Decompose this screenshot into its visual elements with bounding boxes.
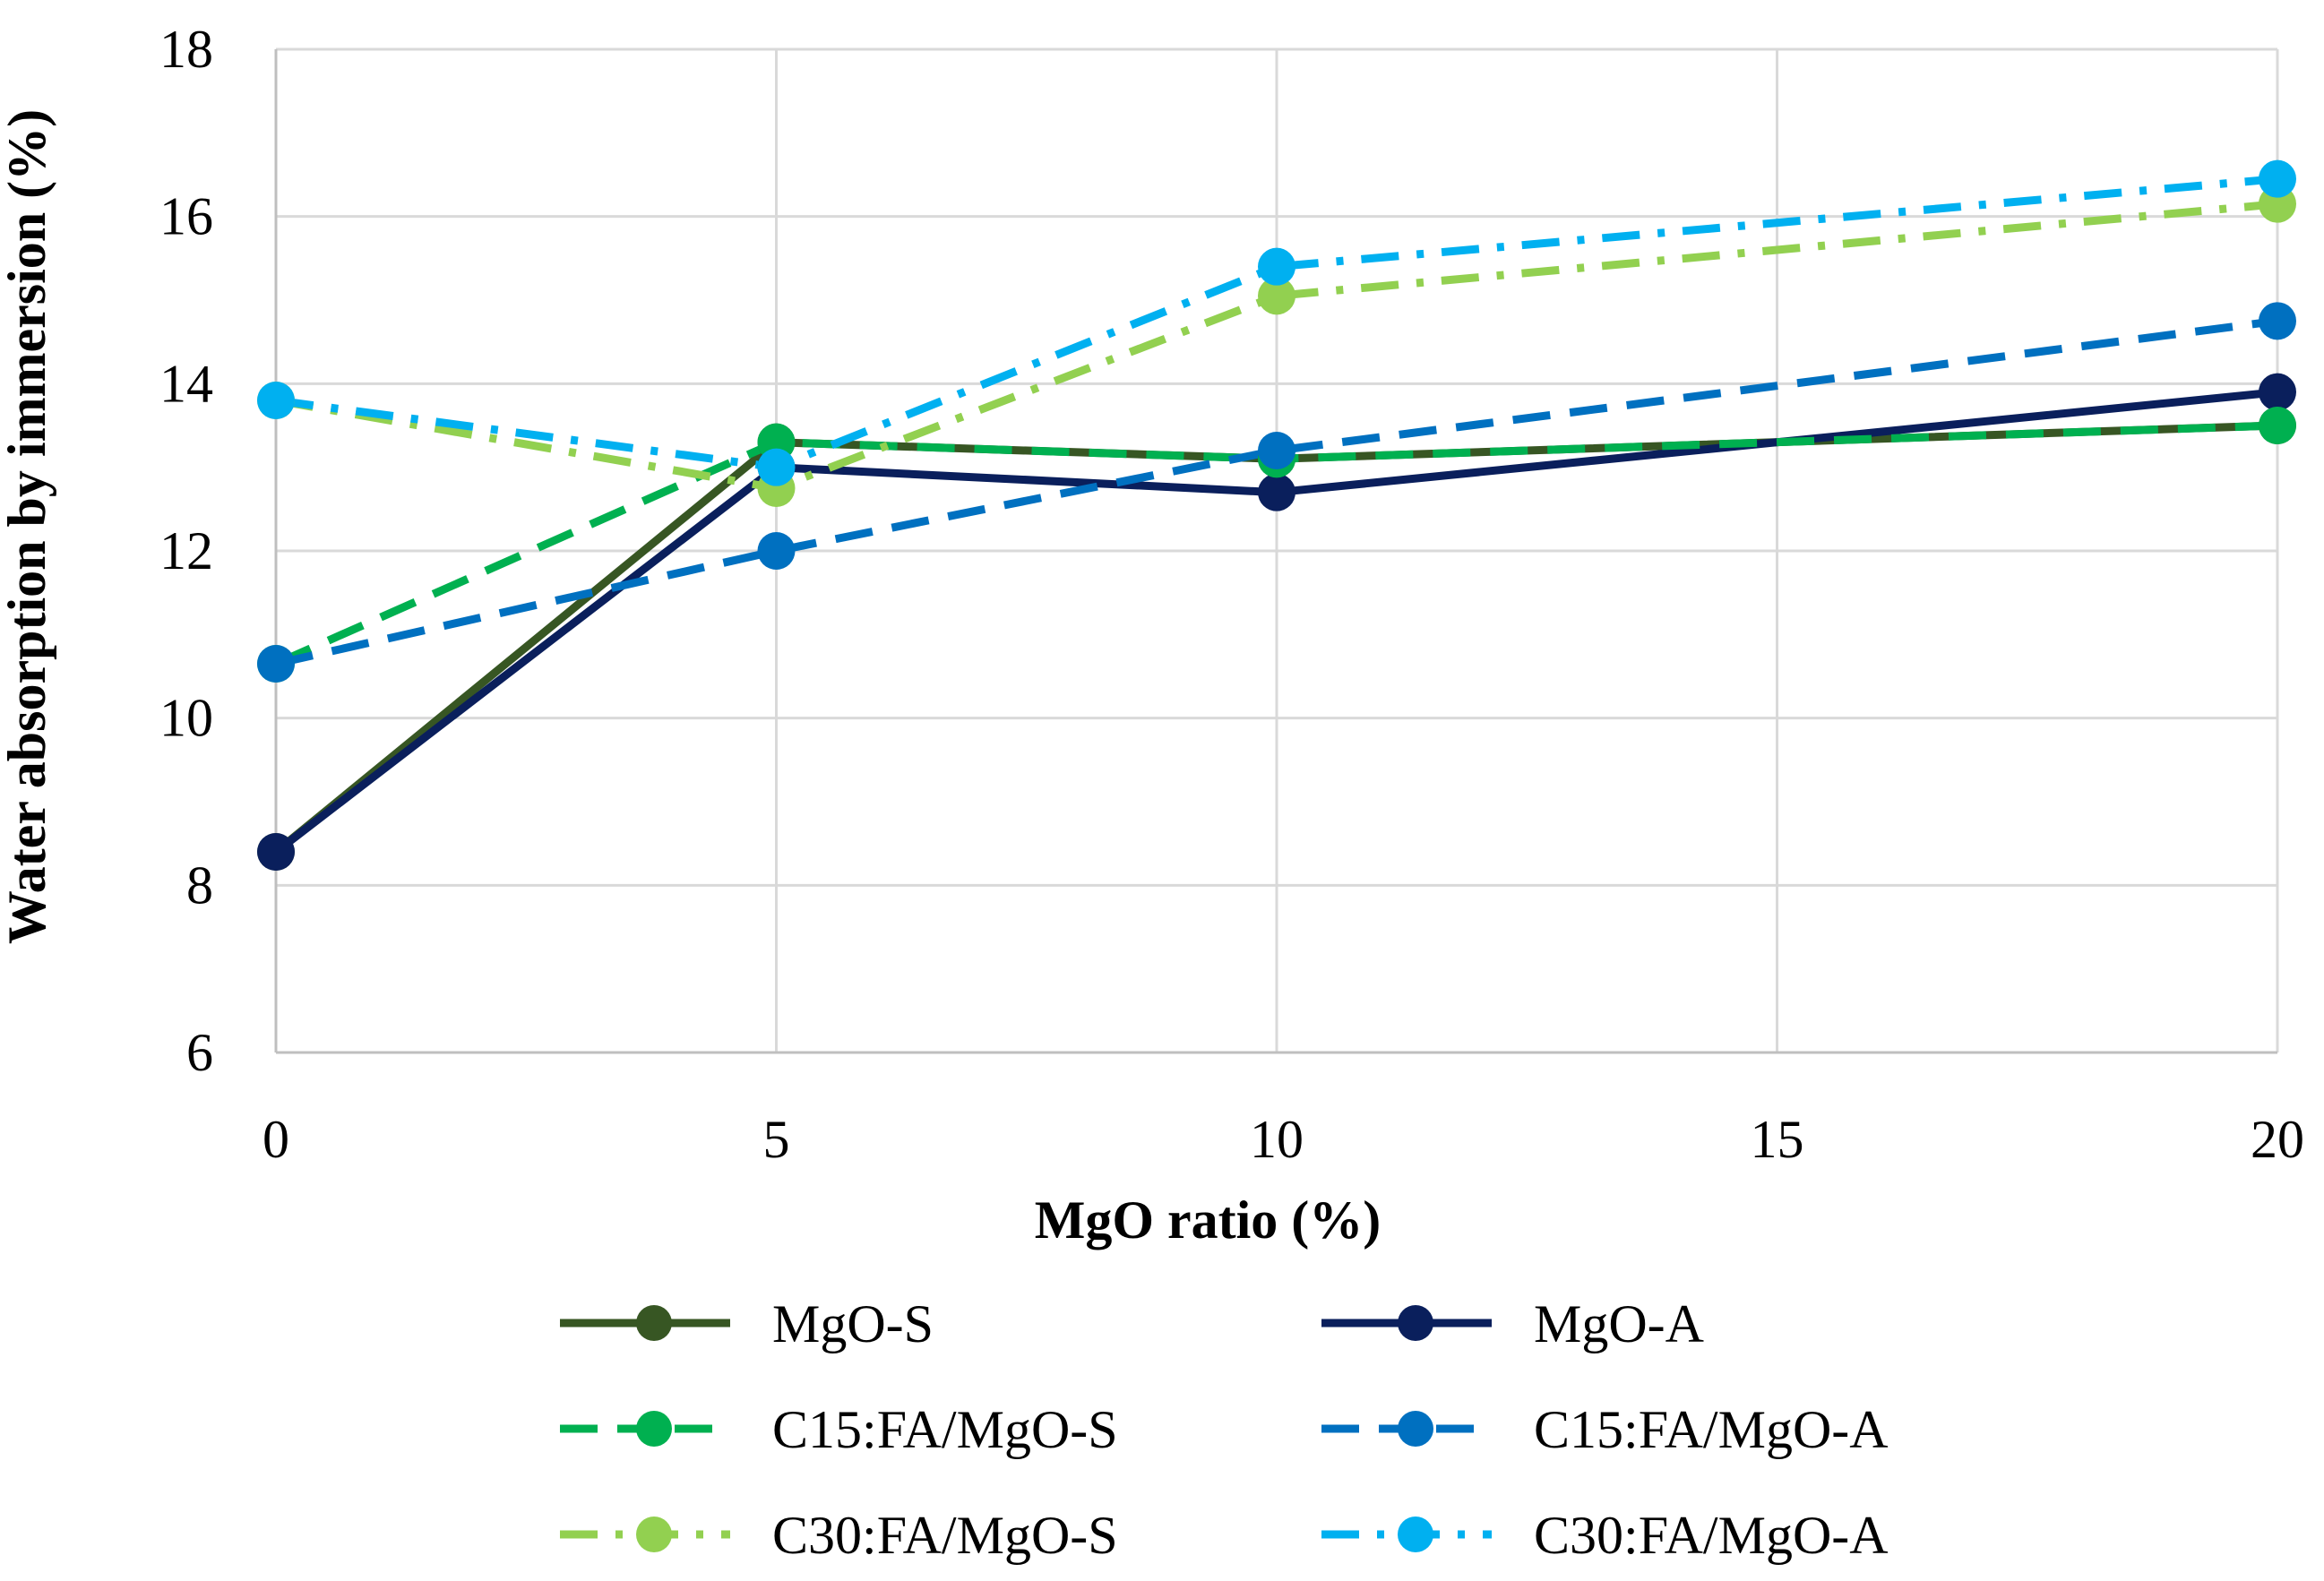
y-tick-label: 10: [159, 689, 213, 748]
series-line: [275, 175, 2278, 472]
legend-marker: [1398, 1411, 1433, 1447]
legend-marker: [636, 1411, 672, 1447]
data-point: [2259, 407, 2296, 444]
legend-marker: [1398, 1305, 1433, 1341]
legend-marker: [1398, 1517, 1433, 1552]
y-tick-label: 18: [159, 20, 213, 79]
data-point: [2259, 373, 2296, 411]
data-point: [757, 532, 796, 570]
data-point: [2259, 159, 2296, 198]
legend-label: C30:FA/MgO-A: [1534, 1506, 1889, 1565]
data-point: [757, 448, 796, 486]
x-tick-label: 10: [1250, 1110, 1304, 1169]
legend-label: MgO-S: [772, 1294, 934, 1353]
x-tick-label: 20: [2251, 1110, 2304, 1169]
x-tick-labels: 0 5 10 15 20: [263, 1110, 2304, 1169]
data-point: [1258, 473, 1295, 511]
data-point: [257, 382, 295, 419]
legend-label: C15:FA/MgO-A: [1534, 1400, 1889, 1459]
y-tick-label: 6: [186, 1023, 213, 1082]
x-tick-label: 0: [263, 1110, 289, 1169]
legend: MgO-S MgO-A C15:FA/MgO-S C15:FA/MgO-A C30:FA…: [560, 1294, 1889, 1565]
x-tick-label: 5: [763, 1110, 790, 1169]
y-axis-title: Water absorption by immersion (%): [0, 109, 56, 944]
data-point: [257, 833, 295, 871]
legend-label: C15:FA/MgO-S: [772, 1400, 1118, 1459]
series-points: [257, 159, 2296, 871]
data-point: [2259, 302, 2296, 340]
series-line: [274, 421, 2278, 668]
legend-marker: [636, 1517, 672, 1552]
legend-marker: [636, 1305, 672, 1341]
data-point: [257, 645, 295, 683]
series-line: [275, 316, 2278, 668]
x-tick-label: 15: [1751, 1110, 1804, 1169]
x-axis-title: MgO ratio (%): [1035, 1190, 1381, 1250]
legend-label: MgO-A: [1534, 1294, 1704, 1353]
y-tick-label: 8: [186, 855, 213, 915]
y-tick-labels: 6 8 10 12 14 16 18: [159, 20, 213, 1082]
axes: [274, 49, 2277, 1054]
data-point: [1258, 432, 1295, 469]
data-point: [1258, 247, 1295, 286]
series-line: [275, 200, 2278, 493]
series-lines: [273, 175, 2278, 855]
grid-lines: [274, 47, 2279, 1054]
y-tick-label: 12: [159, 521, 213, 580]
legend-label: C30:FA/MgO-S: [772, 1506, 1118, 1565]
y-tick-label: 16: [159, 187, 213, 246]
y-tick-label: 14: [159, 354, 213, 413]
data-point: [1258, 277, 1295, 315]
